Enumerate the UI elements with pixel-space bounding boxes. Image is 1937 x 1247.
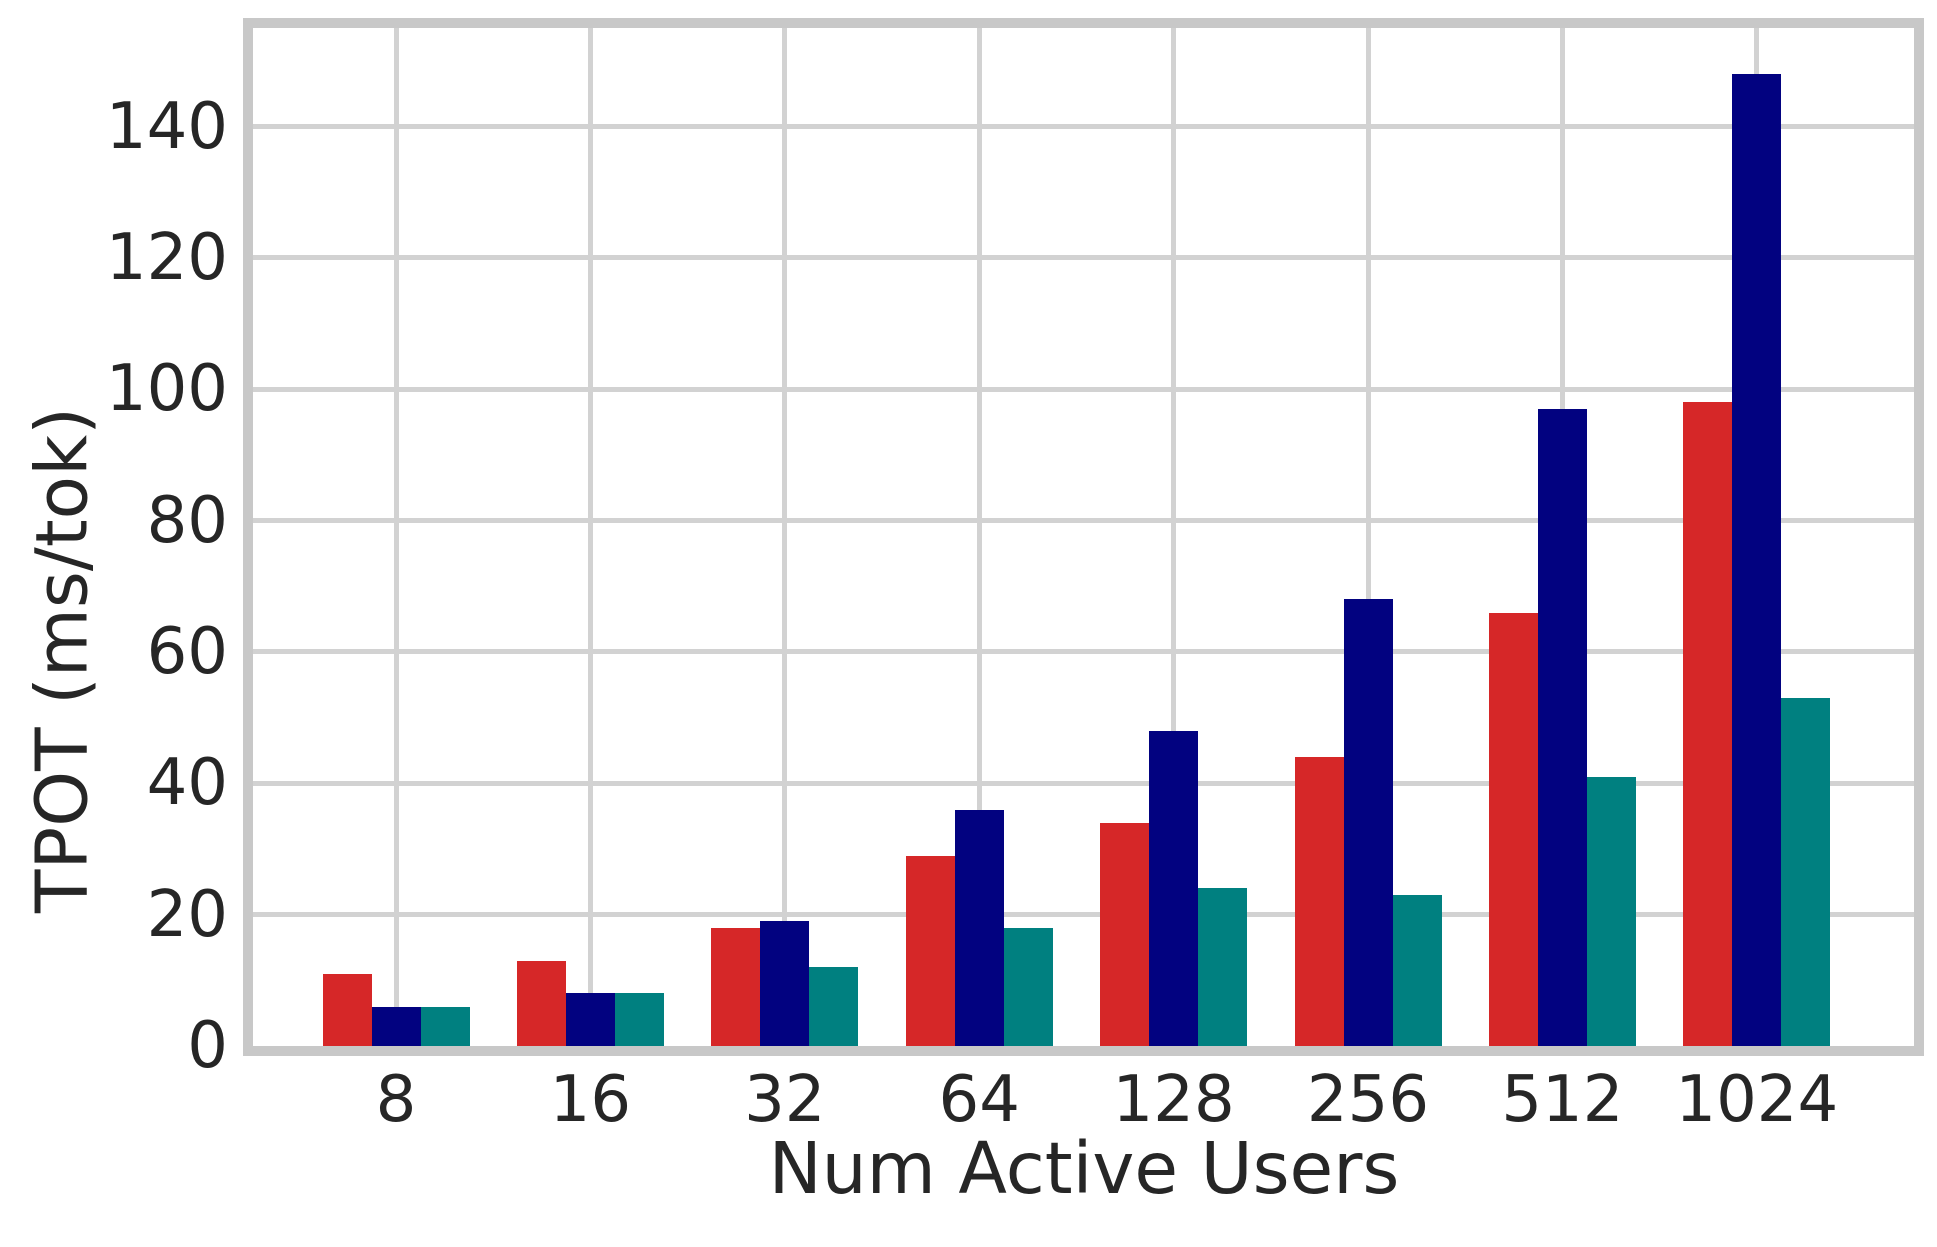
y-tick-label-20: 20 <box>146 877 228 952</box>
bar-series-navy-64 <box>954 809 1004 1046</box>
y-tick-label-40: 40 <box>146 746 228 821</box>
y-tick-label-120: 120 <box>105 220 228 295</box>
x-tick-label-128: 128 <box>1112 1063 1235 1137</box>
y-tick-label-60: 60 <box>146 614 228 689</box>
bar-series-teal-16 <box>614 993 664 1046</box>
v-gridline-8 <box>393 28 399 1046</box>
bar-series-navy-512 <box>1537 408 1587 1046</box>
y-tick-label-0: 0 <box>187 1009 228 1083</box>
h-gridline-100 <box>253 386 1914 392</box>
bar-series-navy-16 <box>565 993 615 1046</box>
v-gridline-256 <box>1365 28 1371 1046</box>
bar-series-red-16 <box>516 960 566 1046</box>
x-tick-label-64: 64 <box>938 1063 1020 1137</box>
h-gridline-60 <box>253 649 1914 655</box>
plot-inner-area <box>253 28 1914 1046</box>
bar-series-red-8 <box>322 973 372 1046</box>
bar-series-navy-1024 <box>1732 73 1782 1046</box>
bar-series-teal-32 <box>809 967 859 1046</box>
bar-series-red-512 <box>1488 612 1538 1046</box>
bar-series-red-64 <box>905 855 955 1046</box>
bar-series-navy-32 <box>760 921 810 1046</box>
bar-series-teal-8 <box>420 1006 470 1046</box>
x-tick-label-1024: 1024 <box>1675 1063 1839 1137</box>
v-gridline-128 <box>1171 28 1177 1046</box>
bar-series-red-32 <box>711 927 761 1046</box>
plot-area <box>243 18 1924 1056</box>
x-axis-label: Num Active Users <box>768 1127 1400 1210</box>
x-tick-label-8: 8 <box>375 1063 417 1137</box>
v-gridline-32 <box>782 28 788 1046</box>
y-tick-label-140: 140 <box>105 89 228 164</box>
y-tick-label-100: 100 <box>105 352 228 427</box>
bar-series-red-256 <box>1294 757 1344 1046</box>
h-gridline-120 <box>253 255 1914 261</box>
v-gridline-16 <box>587 28 593 1046</box>
bar-series-red-128 <box>1100 822 1150 1046</box>
h-gridline-80 <box>253 518 1914 524</box>
x-tick-label-32: 32 <box>744 1063 826 1137</box>
bar-series-teal-128 <box>1198 888 1248 1046</box>
x-tick-label-16: 16 <box>549 1063 632 1137</box>
bar-series-red-1024 <box>1683 402 1733 1046</box>
x-tick-label-256: 256 <box>1306 1063 1430 1137</box>
bar-series-navy-256 <box>1343 599 1393 1046</box>
h-gridline-20 <box>253 912 1914 918</box>
bar-series-navy-128 <box>1149 730 1199 1046</box>
v-gridline-64 <box>976 28 982 1046</box>
bar-series-navy-8 <box>371 1006 421 1046</box>
x-tick-label-512: 512 <box>1501 1063 1624 1137</box>
bar-series-teal-256 <box>1392 894 1442 1046</box>
h-gridline-140 <box>253 124 1914 130</box>
y-tick-label-80: 80 <box>146 483 228 558</box>
bar-series-teal-64 <box>1003 927 1053 1046</box>
bar-series-teal-1024 <box>1781 697 1831 1046</box>
h-gridline-40 <box>253 780 1914 786</box>
bar-series-teal-512 <box>1586 776 1636 1046</box>
